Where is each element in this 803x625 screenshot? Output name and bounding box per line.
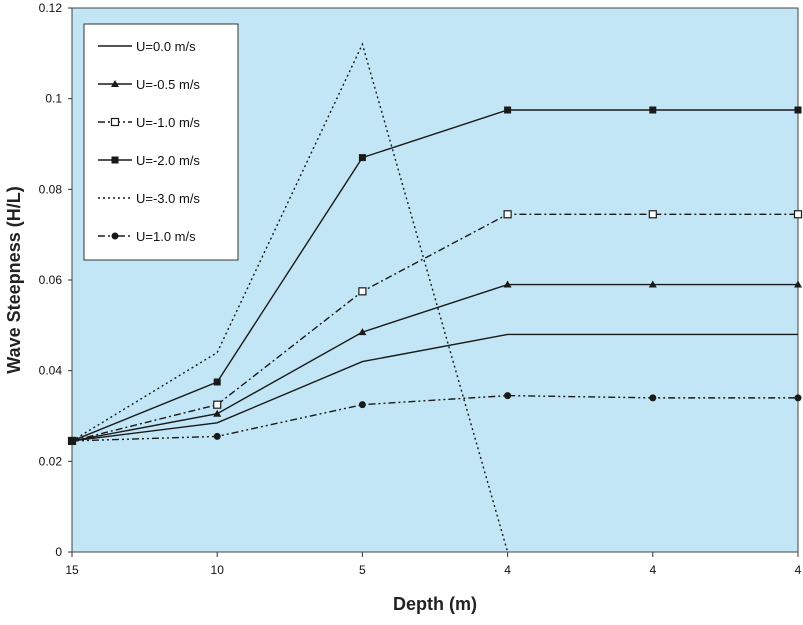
data-point xyxy=(358,401,366,409)
legend-label: U=-3.0 m/s xyxy=(136,191,200,206)
y-tick-label: 0.02 xyxy=(39,454,63,468)
data-point xyxy=(649,106,657,114)
data-point xyxy=(213,432,221,440)
series-line xyxy=(71,109,798,442)
x-tick-label: 4 xyxy=(649,563,656,577)
data-point xyxy=(503,210,512,219)
series-line xyxy=(71,283,798,442)
x-tick-label: 4 xyxy=(795,563,802,577)
y-tick-label: 0.12 xyxy=(39,1,63,15)
y-tick-label: 0.06 xyxy=(39,273,63,287)
series-line xyxy=(71,42,509,553)
y-tick-label: 0.1 xyxy=(45,92,62,106)
x-tick-label: 4 xyxy=(504,563,511,577)
legend-box xyxy=(83,23,239,261)
legend-label: U=-0.5 m/s xyxy=(136,77,200,92)
x-tick-label: 10 xyxy=(211,563,225,577)
legend-marker xyxy=(111,232,119,240)
data-point xyxy=(213,409,222,417)
series-0 xyxy=(71,333,798,442)
data-point xyxy=(504,392,512,400)
series-line xyxy=(71,213,798,442)
legend-marker xyxy=(111,156,119,164)
series-4 xyxy=(71,42,509,553)
data-point xyxy=(213,400,222,409)
series-line xyxy=(71,394,798,442)
data-point xyxy=(213,378,221,386)
data-point xyxy=(358,328,367,336)
legend-label: U=-2.0 m/s xyxy=(136,153,200,168)
y-axis-title: Wave Steepness (H/L) xyxy=(4,186,24,373)
y-tick-label: 0.08 xyxy=(39,182,63,196)
series-layer xyxy=(67,42,803,553)
y-tick-label: 0.04 xyxy=(39,364,63,378)
data-point xyxy=(68,437,76,445)
data-point xyxy=(794,394,802,402)
legend-label: U=1.0 m/s xyxy=(136,229,196,244)
series-line xyxy=(71,333,798,442)
data-point xyxy=(649,394,657,402)
legend-label: U=0.0 m/s xyxy=(136,39,196,54)
legend-label: U=-1.0 m/s xyxy=(136,115,200,130)
x-axis-ticks: 15 10 5 4 4 4 xyxy=(65,552,802,577)
data-point xyxy=(504,106,512,114)
legend-marker xyxy=(110,117,120,127)
x-tick-label: 5 xyxy=(359,563,366,577)
data-point xyxy=(358,154,366,162)
data-point xyxy=(794,280,802,288)
data-point xyxy=(794,106,802,114)
data-point xyxy=(793,210,803,219)
legend: U=0.0 m/s U=-0.5 m/s U=-1.0 m/s U=-2.0 m/s U… xyxy=(83,23,239,261)
series-5 xyxy=(68,392,802,445)
data-point xyxy=(358,287,367,296)
x-axis-title: Depth (m) xyxy=(393,594,477,614)
y-tick-label: 0 xyxy=(55,545,62,559)
x-tick-label: 15 xyxy=(65,563,79,577)
data-point xyxy=(503,280,512,288)
data-point xyxy=(648,280,657,288)
y-axis-ticks: 0 0.02 0.04 0.06 0.08 0.1 0.12 xyxy=(39,1,72,559)
legend-marker xyxy=(111,80,119,87)
data-point xyxy=(648,210,657,219)
